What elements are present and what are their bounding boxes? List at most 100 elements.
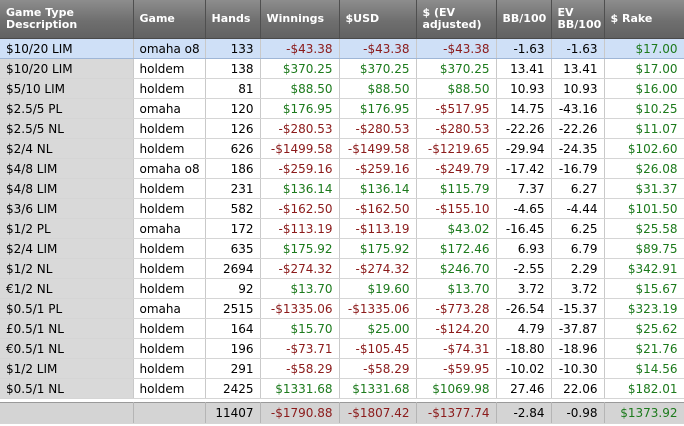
- game-cell: holdem: [133, 138, 206, 159]
- total-rake: $1373.92: [604, 402, 684, 424]
- table-row[interactable]: $4/8 LIM omaha o8 186 -$259.16 -$259.16 -$249…: [0, 158, 684, 179]
- ev-adjusted-cell: -$155.10: [416, 198, 497, 219]
- bb100-cell: 7.37: [496, 178, 552, 199]
- game-cell: holdem: [133, 78, 206, 99]
- table-row[interactable]: $2/4 NL holdem 626 -$1499.58 -$1499.58 -$1219…: [0, 138, 684, 159]
- usd-cell: $136.14: [339, 178, 417, 199]
- column-header-winnings[interactable]: Winnings: [260, 0, 340, 39]
- game-cell: holdem: [133, 198, 206, 219]
- totals-row: 11407 -$1790.88 -$1807.42 -$1377.74 -2.8…: [0, 402, 684, 424]
- hands-cell: 92: [205, 278, 261, 299]
- hands-cell: 133: [205, 38, 261, 59]
- table-row[interactable]: $5/10 LIM holdem 81 $88.50 $88.50 $88.50 10.93…: [0, 78, 684, 99]
- bb100-cell: -22.26: [496, 118, 552, 139]
- table-row[interactable]: $2.5/5 NL holdem 126 -$280.53 -$280.53 -$280.…: [0, 118, 684, 139]
- table-row[interactable]: $0.5/1 NL holdem 2425 $1331.68 $1331.68 $1069…: [0, 378, 684, 399]
- bb100-cell: -1.63: [496, 38, 552, 59]
- ev-bb100-cell: -22.26: [551, 118, 605, 139]
- table-row[interactable]: $0.5/1 PL omaha 2515 -$1335.06 -$1335.06 -$77…: [0, 298, 684, 319]
- usd-cell: -$58.29: [339, 358, 417, 379]
- column-header-game[interactable]: Game: [133, 0, 206, 39]
- usd-cell: $19.60: [339, 278, 417, 299]
- game-cell: omaha o8: [133, 38, 206, 59]
- ev-adjusted-cell: -$773.28: [416, 298, 497, 319]
- game-cell: omaha: [133, 98, 206, 119]
- usd-cell: -$1499.58: [339, 138, 417, 159]
- usd-cell: -$162.50: [339, 198, 417, 219]
- table-row[interactable]: $10/20 LIM omaha o8 133 -$43.38 -$43.38 -$43.…: [0, 38, 684, 59]
- winnings-cell: -$1499.58: [260, 138, 340, 159]
- total-winnings: -$1790.88: [260, 402, 340, 424]
- ev-adjusted-cell: $88.50: [416, 78, 497, 99]
- column-header-usd[interactable]: $USD: [339, 0, 417, 39]
- ev-adjusted-cell: $172.46: [416, 238, 497, 259]
- desc-cell: $10/20 LIM: [0, 58, 134, 79]
- winnings-cell: -$280.53: [260, 118, 340, 139]
- ev-adjusted-cell: -$249.79: [416, 158, 497, 179]
- winnings-cell: $88.50: [260, 78, 340, 99]
- game-cell: holdem: [133, 358, 206, 379]
- bb100-cell: -26.54: [496, 298, 552, 319]
- hands-cell: 138: [205, 58, 261, 79]
- usd-cell: -$113.19: [339, 218, 417, 239]
- usd-cell: $25.00: [339, 318, 417, 339]
- winnings-cell: $176.95: [260, 98, 340, 119]
- table-row[interactable]: $4/8 LIM holdem 231 $136.14 $136.14 $115.79 7.…: [0, 178, 684, 199]
- ev-bb100-cell: -37.87: [551, 318, 605, 339]
- rake-cell: $323.19: [604, 298, 684, 319]
- game-cell: omaha: [133, 218, 206, 239]
- desc-cell: $4/8 LIM: [0, 158, 134, 179]
- table-row[interactable]: $10/20 LIM holdem 138 $370.25 $370.25 $370.25…: [0, 58, 684, 79]
- table-row[interactable]: €0.5/1 NL holdem 196 -$73.71 -$105.45 -$74.31…: [0, 338, 684, 359]
- column-header-game-type[interactable]: Game Type Description: [0, 0, 134, 39]
- ev-adjusted-cell: $43.02: [416, 218, 497, 239]
- rake-cell: $182.01: [604, 378, 684, 399]
- column-header-ev-bb100[interactable]: EV BB/100: [551, 0, 605, 39]
- desc-cell: $0.5/1 PL: [0, 298, 134, 319]
- usd-cell: $176.95: [339, 98, 417, 119]
- ev-adjusted-cell: $13.70: [416, 278, 497, 299]
- rake-cell: $10.25: [604, 98, 684, 119]
- totals-desc-cell: [0, 402, 134, 424]
- winnings-cell: -$1335.06: [260, 298, 340, 319]
- table-body: $10/20 LIM omaha o8 133 -$43.38 -$43.38 -$43.…: [0, 38, 684, 399]
- table-row[interactable]: $1/2 NL holdem 2694 -$274.32 -$274.32 $246.70…: [0, 258, 684, 279]
- table-row[interactable]: $2.5/5 PL omaha 120 $176.95 $176.95 -$517.95 1…: [0, 98, 684, 119]
- ev-bb100-cell: -16.79: [551, 158, 605, 179]
- rake-cell: $31.37: [604, 178, 684, 199]
- ev-bb100-cell: -10.30: [551, 358, 605, 379]
- desc-cell: €1/2 NL: [0, 278, 134, 299]
- game-cell: holdem: [133, 58, 206, 79]
- table-row[interactable]: $3/6 LIM holdem 582 -$162.50 -$162.50 -$155.1…: [0, 198, 684, 219]
- rake-cell: $16.00: [604, 78, 684, 99]
- winnings-cell: -$43.38: [260, 38, 340, 59]
- ev-bb100-cell: 6.27: [551, 178, 605, 199]
- game-cell: holdem: [133, 238, 206, 259]
- table-row[interactable]: $2/4 LIM holdem 635 $175.92 $175.92 $172.46 6.…: [0, 238, 684, 259]
- hands-cell: 2694: [205, 258, 261, 279]
- desc-cell: $10/20 LIM: [0, 38, 134, 59]
- column-header-rake[interactable]: $ Rake: [604, 0, 684, 39]
- winnings-cell: -$162.50: [260, 198, 340, 219]
- bb100-cell: 27.46: [496, 378, 552, 399]
- rake-cell: $17.00: [604, 58, 684, 79]
- table-row[interactable]: $1/2 PL omaha 172 -$113.19 -$113.19 $43.02 -16…: [0, 218, 684, 239]
- column-header-bb100[interactable]: BB/100: [496, 0, 552, 39]
- bb100-cell: -18.80: [496, 338, 552, 359]
- table-row[interactable]: €1/2 NL holdem 92 $13.70 $19.60 $13.70 3.72 3.7…: [0, 278, 684, 299]
- table-row[interactable]: £0.5/1 NL holdem 164 $15.70 $25.00 -$124.20 4.…: [0, 318, 684, 339]
- hands-cell: 626: [205, 138, 261, 159]
- desc-cell: $2.5/5 PL: [0, 98, 134, 119]
- winnings-cell: $13.70: [260, 278, 340, 299]
- column-header-ev-adjusted[interactable]: $ (EV adjusted): [416, 0, 497, 39]
- column-header-hands[interactable]: Hands: [205, 0, 261, 39]
- bb100-cell: 10.93: [496, 78, 552, 99]
- desc-cell: $2/4 LIM: [0, 238, 134, 259]
- table-row[interactable]: $1/2 LIM holdem 291 -$58.29 -$58.29 -$59.95 -1…: [0, 358, 684, 379]
- desc-cell: $1/2 LIM: [0, 358, 134, 379]
- ev-adjusted-cell: -$74.31: [416, 338, 497, 359]
- rake-cell: $25.58: [604, 218, 684, 239]
- rake-cell: $89.75: [604, 238, 684, 259]
- game-cell: holdem: [133, 378, 206, 399]
